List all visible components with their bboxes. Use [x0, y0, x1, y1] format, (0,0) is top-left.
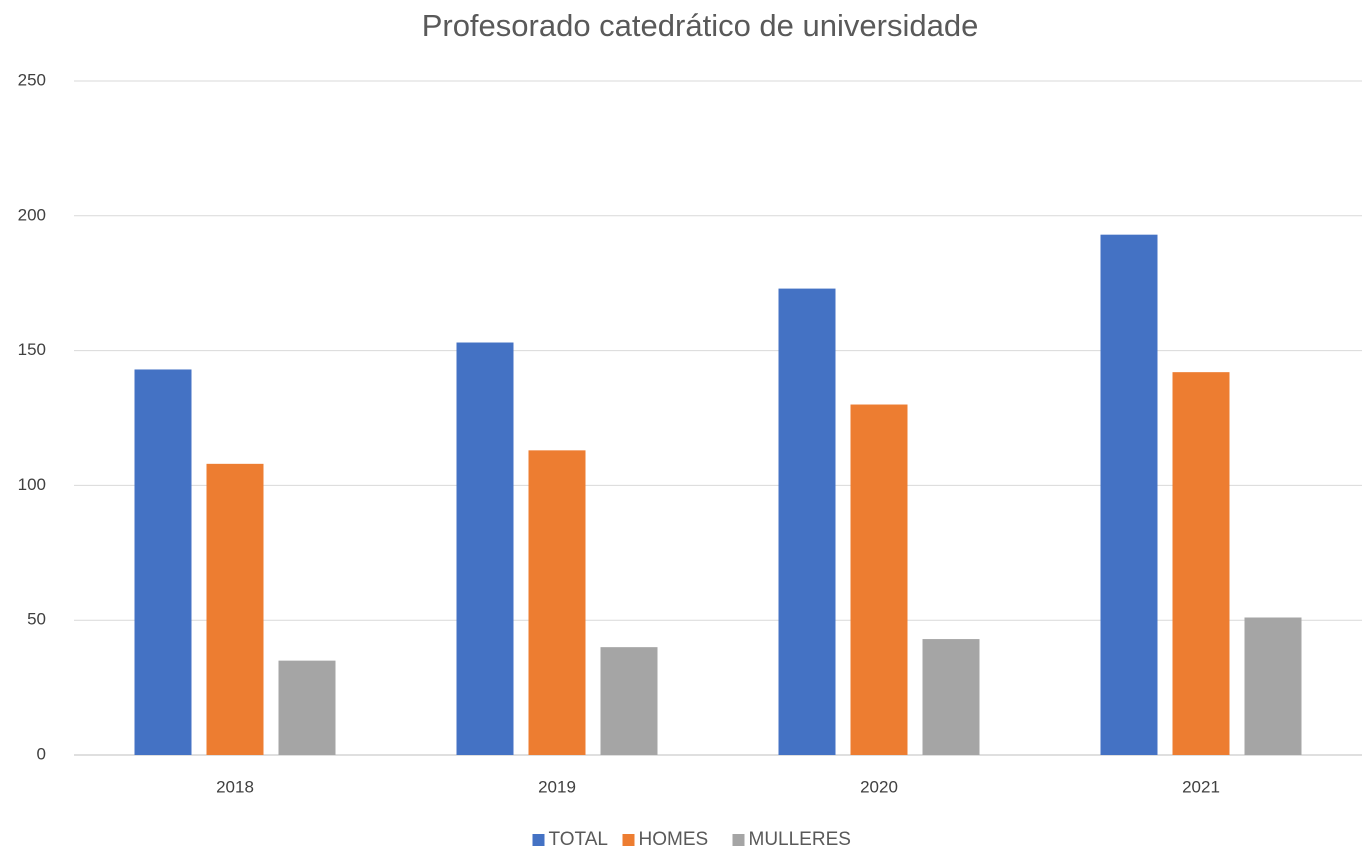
bar [528, 450, 586, 755]
x-tick-label: 2021 [1182, 777, 1220, 796]
bar [1244, 617, 1302, 755]
legend-label: HOMES [639, 829, 709, 850]
bar [206, 463, 264, 755]
chart-title: Profesorado catedrático de universidade [422, 8, 979, 43]
x-tick-label: 2018 [216, 777, 254, 796]
y-tick-label: 200 [18, 205, 46, 224]
bar [922, 639, 980, 755]
legend-label: MULLERES [749, 829, 851, 850]
legend-swatch [532, 834, 545, 846]
x-tick-label: 2019 [538, 777, 576, 796]
bar [456, 342, 514, 755]
y-tick-label: 150 [18, 340, 46, 359]
legend-swatch [732, 834, 745, 846]
bar [134, 369, 192, 755]
y-tick-label: 100 [18, 475, 46, 494]
legend-label: TOTAL [549, 829, 608, 850]
bar [778, 288, 836, 755]
bar [278, 660, 336, 755]
x-tick-label: 2020 [860, 777, 898, 796]
bar [600, 647, 658, 755]
y-tick-label: 250 [18, 70, 46, 89]
bar [1172, 372, 1230, 755]
y-tick-label: 50 [27, 610, 46, 629]
bar [850, 404, 908, 755]
y-tick-label: 0 [37, 744, 46, 763]
legend-swatch [622, 834, 635, 846]
bar [1100, 234, 1158, 755]
